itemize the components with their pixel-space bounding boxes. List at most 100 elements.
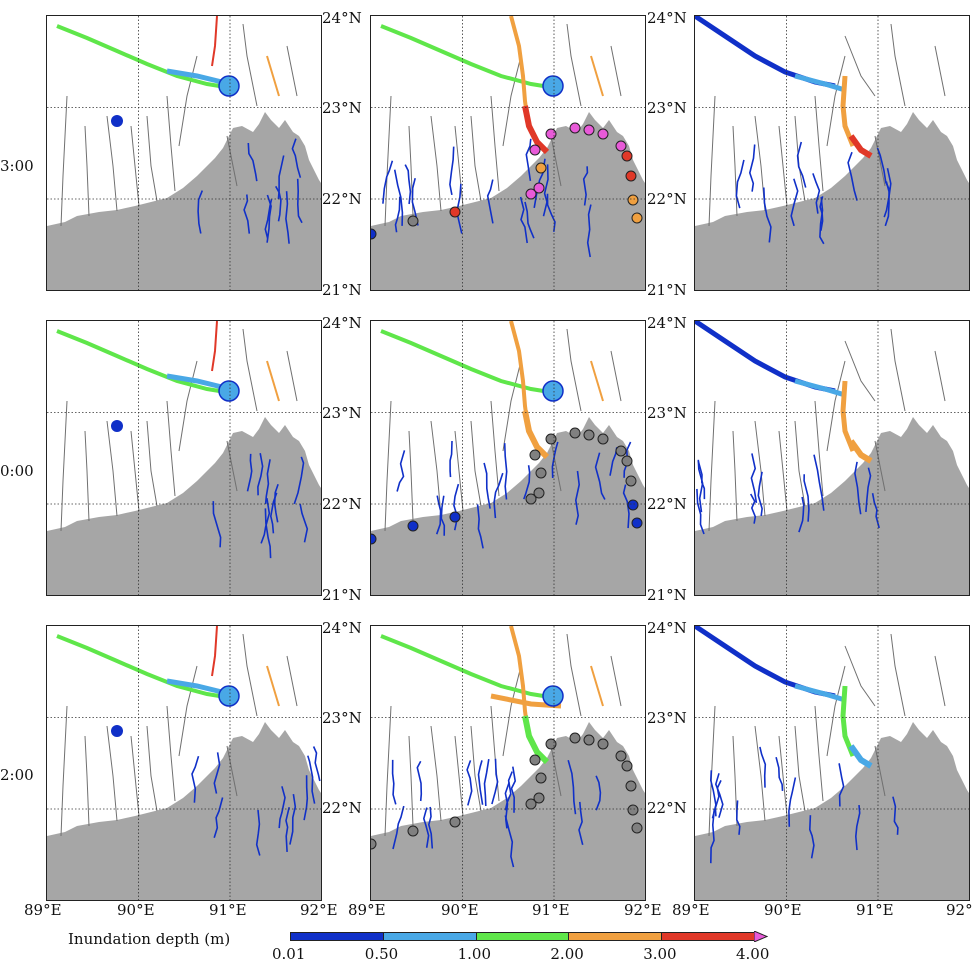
river-line xyxy=(454,125,464,207)
colorbar-tick-label: 0.01 xyxy=(272,945,306,963)
station-marker xyxy=(569,732,581,744)
map-svg xyxy=(47,321,321,595)
map-panel-r3-c1 xyxy=(46,625,322,901)
channel-mark xyxy=(714,773,724,818)
river-inundation xyxy=(211,16,218,67)
lat-label: 21°N xyxy=(322,281,362,299)
station-marker xyxy=(583,124,595,136)
lat-label: 22°N xyxy=(322,799,362,817)
lat-label: 24°N xyxy=(322,9,362,27)
channel-mark xyxy=(696,488,705,535)
lon-label: 90°E xyxy=(441,901,479,919)
colorbar-segment xyxy=(661,932,755,941)
river-inundation xyxy=(590,55,604,97)
colorbar-tick-label: 3.00 xyxy=(643,945,677,963)
channel-mark xyxy=(246,453,253,492)
channel-mark xyxy=(813,454,825,511)
river-line xyxy=(60,705,68,837)
channel-mark xyxy=(622,484,630,529)
land-mass xyxy=(695,112,969,290)
river-line xyxy=(890,23,906,107)
river-inundation xyxy=(848,439,873,464)
river-line xyxy=(566,328,582,412)
river-line xyxy=(60,95,68,227)
channel-mark xyxy=(847,151,858,201)
station-marker xyxy=(545,433,557,445)
station-marker xyxy=(449,206,461,218)
colorbar-segment xyxy=(568,932,663,941)
river-line xyxy=(890,633,906,717)
station-marker xyxy=(631,212,643,224)
channel-mark xyxy=(854,461,862,515)
map-panel-r3-c2 xyxy=(370,625,646,901)
map-panel-r2-c3 xyxy=(694,320,970,596)
land-mass xyxy=(47,722,321,900)
channel-mark xyxy=(307,755,316,804)
lat-label: 22°N xyxy=(647,799,687,817)
channel-mark xyxy=(191,755,200,803)
river-inundation xyxy=(211,626,218,677)
lat-label: 24°N xyxy=(322,314,362,332)
river-line xyxy=(814,705,824,802)
river-line xyxy=(502,360,522,452)
channel-mark xyxy=(808,815,815,859)
map-svg xyxy=(695,16,969,290)
land-mass xyxy=(695,417,969,595)
channel-mark xyxy=(757,471,763,516)
channel-mark xyxy=(449,440,453,478)
lat-label: 22°N xyxy=(647,190,687,208)
channel-mark xyxy=(416,760,423,802)
river-inundation xyxy=(266,360,280,402)
station-marker xyxy=(597,738,609,750)
channel-mark xyxy=(524,201,535,239)
river-line xyxy=(106,115,118,212)
river-line xyxy=(890,328,906,412)
river-line xyxy=(242,633,258,717)
map-panel-r1-c2 xyxy=(370,15,646,291)
river-line xyxy=(826,665,846,757)
lon-label: 91°E xyxy=(532,901,570,919)
river-line xyxy=(610,655,622,707)
river-line xyxy=(454,735,464,817)
land-mass xyxy=(47,417,321,595)
river-line xyxy=(934,350,946,402)
lat-label: 22°N xyxy=(322,495,362,513)
river-line xyxy=(844,340,876,402)
river-line xyxy=(470,725,482,812)
river-inundation xyxy=(840,380,856,452)
channel-mark xyxy=(788,777,797,827)
inundation-cluster xyxy=(111,115,123,127)
colorbar-tick-label: 2.00 xyxy=(550,945,584,963)
river-line xyxy=(286,45,298,97)
map-svg xyxy=(47,16,321,290)
river-line xyxy=(778,125,788,207)
lat-label: 22°N xyxy=(647,495,687,513)
channel-mark xyxy=(483,758,490,807)
land-mass xyxy=(371,417,645,595)
colorbar-extend-arrow xyxy=(754,931,768,942)
river-line xyxy=(430,420,442,517)
river-line xyxy=(844,35,876,97)
station-marker xyxy=(621,150,633,162)
lat-label: 21°N xyxy=(647,586,687,604)
river-line xyxy=(106,725,118,822)
station-marker xyxy=(545,738,557,750)
colorbar xyxy=(290,931,768,942)
lat-label: 22°N xyxy=(322,190,362,208)
river-line xyxy=(166,705,176,802)
station-marker xyxy=(627,804,639,816)
channel-mark xyxy=(542,164,549,217)
station-marker xyxy=(625,780,637,792)
channel-mark xyxy=(523,465,531,500)
lat-label: 23°N xyxy=(322,404,362,422)
station-marker xyxy=(621,760,633,772)
channel-mark xyxy=(750,453,758,504)
river-line xyxy=(490,95,500,192)
channel-mark xyxy=(519,196,528,244)
channel-mark xyxy=(312,746,321,782)
channel-mark xyxy=(574,470,581,525)
lon-label: 91°E xyxy=(856,901,894,919)
river-line xyxy=(610,45,622,97)
channel-mark xyxy=(525,138,532,182)
river-line xyxy=(166,400,176,497)
